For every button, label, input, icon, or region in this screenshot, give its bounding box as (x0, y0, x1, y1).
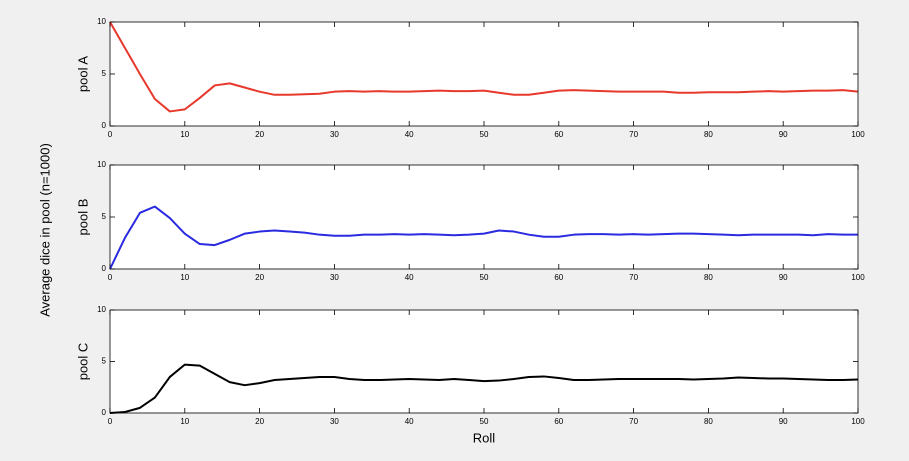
y-tick-label: 10 (97, 17, 106, 26)
x-tick-label: 20 (255, 273, 264, 282)
plot-area (110, 165, 858, 269)
x-tick-label: 10 (180, 130, 189, 139)
x-tick-label: 100 (851, 130, 865, 139)
plot-area (110, 22, 858, 126)
x-tick-label: 30 (330, 273, 339, 282)
y-axis-label: pool C (75, 343, 90, 381)
y-tick-label: 0 (102, 121, 107, 130)
x-tick-label: 50 (480, 417, 489, 426)
x-tick-label: 40 (405, 273, 414, 282)
x-tick-label: 70 (629, 273, 638, 282)
x-tick-label: 90 (779, 273, 788, 282)
x-tick-label: 40 (405, 130, 414, 139)
x-tick-label: 100 (851, 273, 865, 282)
x-tick-label: 0 (108, 273, 113, 282)
plot-area (110, 310, 858, 413)
x-tick-label: 100 (851, 417, 865, 426)
x-tick-label: 20 (255, 130, 264, 139)
x-tick-label: 80 (704, 130, 713, 139)
x-tick-label: 10 (180, 417, 189, 426)
x-tick-label: 70 (629, 417, 638, 426)
x-tick-label: 60 (554, 273, 563, 282)
data-line (109, 21, 859, 113)
y-tick-label: 0 (102, 408, 107, 417)
x-tick-label: 40 (405, 417, 414, 426)
x-tick-label: 0 (108, 417, 113, 426)
y-tick-label: 5 (102, 357, 107, 366)
x-tick-label: 10 (180, 273, 189, 282)
plot-frame (109, 309, 859, 414)
y-tick-label: 5 (102, 212, 107, 221)
data-line (109, 205, 858, 270)
plot-frame (109, 21, 859, 127)
x-tick-label: 60 (554, 130, 563, 139)
x-axis-label: Roll (473, 430, 496, 445)
x-tick-label: 50 (480, 130, 489, 139)
y-axis-label: pool B (75, 199, 90, 236)
x-tick-label: 0 (108, 130, 113, 139)
x-tick-label: 30 (330, 130, 339, 139)
x-tick-label: 90 (779, 130, 788, 139)
data-line (109, 363, 859, 414)
y-tick-label: 10 (97, 305, 106, 314)
x-tick-label: 20 (255, 417, 264, 426)
shared-y-label: Average dice in pool (n=1000) (37, 143, 52, 317)
x-tick-label: 50 (480, 273, 489, 282)
x-tick-label: 30 (330, 417, 339, 426)
x-tick-label: 60 (554, 417, 563, 426)
y-tick-label: 10 (97, 160, 106, 169)
x-tick-label: 80 (704, 417, 713, 426)
y-tick-label: 5 (102, 69, 107, 78)
x-tick-label: 80 (704, 273, 713, 282)
x-tick-label: 70 (629, 130, 638, 139)
x-tick-label: 90 (779, 417, 788, 426)
plot-frame (109, 164, 859, 270)
y-tick-label: 0 (102, 264, 107, 273)
y-axis-label: pool A (75, 56, 90, 92)
